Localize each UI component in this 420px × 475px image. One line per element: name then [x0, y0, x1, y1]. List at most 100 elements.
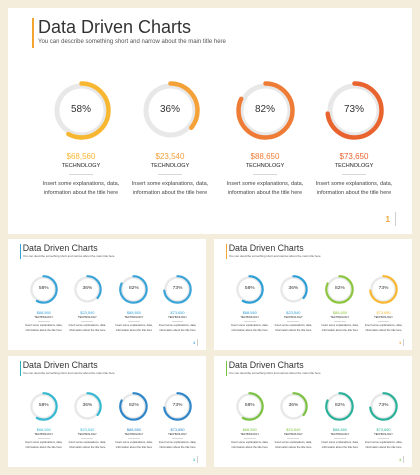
- caption-divider: [81, 437, 94, 439]
- category-label: TECHNOLOGY: [168, 432, 187, 436]
- category-label: TECHNOLOGY: [330, 432, 350, 436]
- slide-subtitle: You can describe something short and nar…: [38, 39, 226, 45]
- gauge-chart: [325, 274, 355, 304]
- gauge-inner: [282, 278, 305, 300]
- slide-5[interactable]: Data Driven Charts You can describe somet…: [214, 356, 412, 467]
- slide-4[interactable]: Data Driven Charts You can describe somet…: [8, 356, 206, 467]
- category-label: TECHNOLOGY: [124, 432, 144, 436]
- gauge-chart: [369, 274, 398, 304]
- slide-3[interactable]: Data Driven Charts You can describe somet…: [214, 239, 412, 350]
- category-label: TECHNOLOGY: [77, 432, 97, 436]
- page-number: 1: [399, 340, 402, 346]
- page-number-divider: [197, 339, 199, 347]
- caption-divider: [377, 320, 390, 322]
- donut-gauge: 36%: [72, 391, 103, 422]
- amount-value: $23,540: [155, 152, 185, 161]
- gauge-caption: $73,650 TECHNOLOGY Insert some explanation…: [158, 427, 197, 450]
- amount-value: $23,540: [286, 309, 301, 315]
- gauge-inner: [238, 278, 261, 300]
- slide-title: Data Driven Charts: [22, 360, 98, 371]
- caption-divider: [37, 320, 50, 322]
- gauge-chart: [369, 391, 398, 421]
- amount-value: $23,540: [80, 426, 95, 432]
- gauge-arc: [73, 274, 102, 304]
- item-description: Insert some explanations, data, informat…: [131, 181, 209, 196]
- slide-subtitle: You can describe something short and nar…: [22, 371, 115, 376]
- gauge-chart: [163, 391, 192, 421]
- gauge-caption: $68,560 TECHNOLOGY Insert some explanation…: [41, 152, 121, 197]
- donut-gauge: 82%: [118, 391, 149, 422]
- gauge-chart: [279, 274, 308, 304]
- caption-divider: [287, 437, 300, 439]
- gauge-percent: 36%: [288, 403, 299, 409]
- caption-divider: [243, 320, 256, 322]
- gauge-arc: [235, 80, 295, 140]
- amount-value: $88,650: [250, 152, 280, 161]
- gauge-percent: 58%: [244, 286, 255, 292]
- donut-gauge: 73%: [368, 274, 399, 305]
- page-number: 1: [193, 457, 196, 463]
- category-label: TECHNOLOGY: [34, 432, 54, 436]
- gauge-caption: $23,540 TECHNOLOGY Insert some explanation…: [274, 310, 313, 333]
- donut-gauge: 73%: [162, 391, 193, 422]
- gauge-inner: [372, 278, 395, 300]
- caption-divider: [243, 437, 256, 439]
- item-description: Insert some explanations, data, informat…: [364, 324, 403, 332]
- gauge-inner: [76, 278, 99, 300]
- gauge-chart: [29, 274, 59, 304]
- gauge-percent: 82%: [254, 104, 275, 115]
- donut-gauge: 82%: [324, 274, 355, 305]
- gauge-arc: [163, 391, 192, 421]
- gauge-inner: [58, 87, 104, 133]
- gauge-chart: [51, 80, 111, 140]
- slide-title: Data Driven Charts: [228, 243, 304, 254]
- gauge-arc: [235, 391, 265, 421]
- caption-divider: [81, 320, 94, 322]
- amount-value: $68,560: [36, 426, 51, 432]
- item-description: Insert some explanations, data, informat…: [158, 324, 197, 332]
- caption-divider: [69, 174, 93, 175]
- donut-gauge: 73%: [323, 79, 386, 142]
- gauge-caption: $73,650 TECHNOLOGY Insert some explanation…: [314, 152, 394, 197]
- amount-value: $68,560: [66, 152, 96, 161]
- slide-2[interactable]: Data Driven Charts You can describe somet…: [8, 239, 206, 350]
- gauge-chart: [29, 391, 59, 421]
- item-description: Insert some explanations, data, informat…: [158, 441, 197, 449]
- caption-divider: [334, 437, 346, 439]
- gauge-caption: $23,540 TECHNOLOGY Insert some explanation…: [68, 310, 107, 333]
- category-label: TECHNOLOGY: [245, 163, 285, 169]
- gauge-caption: $68,560 TECHNOLOGY Insert some explanation…: [230, 310, 269, 333]
- item-description: Insert some explanations, data, informat…: [25, 441, 63, 449]
- donut-gauge: 58%: [28, 391, 59, 422]
- amount-value: $73,650: [170, 426, 185, 432]
- amount-value: $88,650: [126, 309, 141, 315]
- category-label: TECHNOLOGY: [61, 163, 101, 169]
- gauge-caption: $68,560 TECHNOLOGY Insert some explanation…: [24, 310, 63, 333]
- page-number: 1: [399, 457, 402, 463]
- gauge-inner: [166, 395, 189, 417]
- gauge-inner: [282, 395, 305, 417]
- amount-value: $68,560: [242, 426, 257, 432]
- category-label: TECHNOLOGY: [168, 315, 187, 319]
- gauge-inner: [123, 278, 145, 300]
- item-description: Insert some explanations, data, informat…: [231, 441, 269, 449]
- gauge-chart: [235, 80, 295, 140]
- gauge-chart: [163, 274, 192, 304]
- caption-divider: [334, 320, 346, 322]
- gauge-chart: [325, 391, 355, 421]
- gauge-arc: [369, 274, 398, 304]
- caption-divider: [171, 320, 184, 322]
- gauge-inner: [329, 395, 351, 417]
- category-label: TECHNOLOGY: [374, 315, 393, 319]
- page-number-divider: [403, 456, 405, 464]
- gauge-caption: $23,540 TECHNOLOGY Insert some explanation…: [68, 427, 107, 450]
- gauge-caption: $68,560 TECHNOLOGY Insert some explanation…: [24, 427, 63, 450]
- caption-divider: [37, 437, 50, 439]
- gauge-arc: [119, 274, 149, 304]
- gauge-chart: [235, 274, 265, 304]
- gauge-chart: [279, 391, 308, 421]
- caption-divider: [287, 320, 300, 322]
- slide-1[interactable]: Data Driven Charts You can describe somet…: [8, 8, 412, 234]
- caption-divider: [253, 174, 277, 175]
- amount-value: $68,560: [242, 309, 257, 315]
